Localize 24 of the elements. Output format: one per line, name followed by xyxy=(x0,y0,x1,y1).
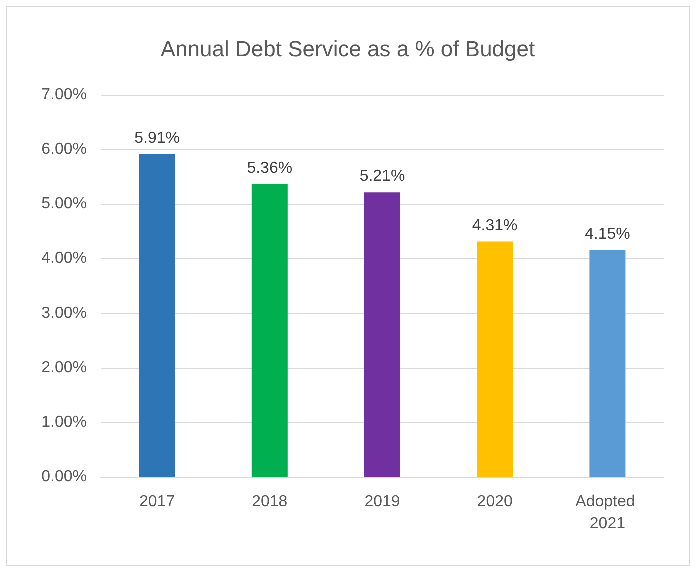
data-label: 4.15% xyxy=(585,226,630,244)
y-tick-label: 5.00% xyxy=(42,196,87,213)
y-tick-label: 4.00% xyxy=(42,250,87,268)
bar xyxy=(364,192,400,477)
chart-title: Annual Debt Service as a % of Budget xyxy=(160,36,536,62)
y-tick-label: 0.00% xyxy=(42,468,87,486)
data-label: 5.21% xyxy=(360,168,406,186)
data-label: 5.91% xyxy=(134,130,180,147)
bar xyxy=(252,184,288,477)
bar xyxy=(590,250,626,477)
bar xyxy=(477,242,514,477)
x-tick-label: Adopted 2021 xyxy=(576,494,640,532)
y-tick-label: 7.00% xyxy=(42,86,87,104)
data-label: 5.36% xyxy=(247,160,293,177)
y-tick-label: 2.00% xyxy=(42,359,87,376)
x-tick-label: 2017 xyxy=(140,494,176,510)
bar xyxy=(139,154,176,477)
x-tick-label: 2019 xyxy=(364,494,400,510)
data-label: 4.31% xyxy=(472,217,518,234)
x-tick-label: 2018 xyxy=(252,494,288,510)
y-tick-label: 3.00% xyxy=(42,304,87,322)
y-tick-label: 6.00% xyxy=(42,141,87,158)
x-tick-label: 2020 xyxy=(477,494,513,510)
y-tick-label: 1.00% xyxy=(42,414,87,431)
